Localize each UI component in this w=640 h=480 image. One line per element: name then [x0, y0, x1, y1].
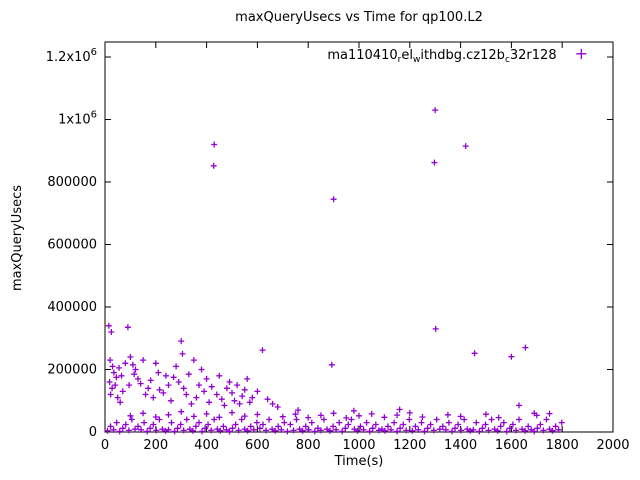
y-tick-label: 800000 — [47, 175, 97, 190]
y-tick-label: 1x106 — [58, 110, 97, 128]
x-tick-label: 1400 — [444, 438, 477, 453]
y-tick-label: 1.2x106 — [46, 47, 97, 65]
x-tick-label: 1000 — [342, 438, 375, 453]
x-tick-label: 400 — [194, 438, 219, 453]
y-tick-label: 400000 — [47, 300, 97, 315]
x-tick-label: 600 — [245, 438, 270, 453]
x-tick-label: 0 — [101, 438, 109, 453]
legend-label-segment: ma110410 — [327, 48, 398, 63]
plot-border — [104, 41, 614, 433]
y-tick-label: 0 — [89, 425, 97, 440]
x-tick-label: 2000 — [596, 438, 629, 453]
legend-label-segment: 32r128 — [509, 48, 557, 63]
legend-label-subscript: w — [412, 55, 421, 65]
x-tick-label: 1800 — [546, 438, 579, 453]
legend-series-label: ma110410relwithdbg.cz12bc32r128 — [327, 48, 557, 65]
x-tick-label: 1600 — [495, 438, 528, 453]
chart-title: maxQueryUsecs vs Time for qp100.L2 — [235, 10, 483, 25]
data-points — [104, 107, 565, 435]
x-tick-label: 800 — [296, 438, 321, 453]
legend-label-segment: el — [401, 48, 413, 63]
x-tick-label: 1200 — [393, 438, 426, 453]
x-axis-label: Time(s) — [334, 454, 384, 469]
y-tick-label: 600000 — [47, 238, 97, 253]
y-tick-label: 200000 — [47, 363, 97, 378]
x-tick-label: 200 — [143, 438, 168, 453]
legend-plus-marker-icon: + — [574, 44, 588, 63]
legend: ma110410relwithdbg.cz12bc32r128 + — [327, 44, 588, 66]
legend-label-subscript: c — [504, 55, 510, 65]
legend-label-subscript: r — [397, 55, 402, 65]
legend-label-segment: ithdbg.cz12b — [420, 48, 505, 63]
